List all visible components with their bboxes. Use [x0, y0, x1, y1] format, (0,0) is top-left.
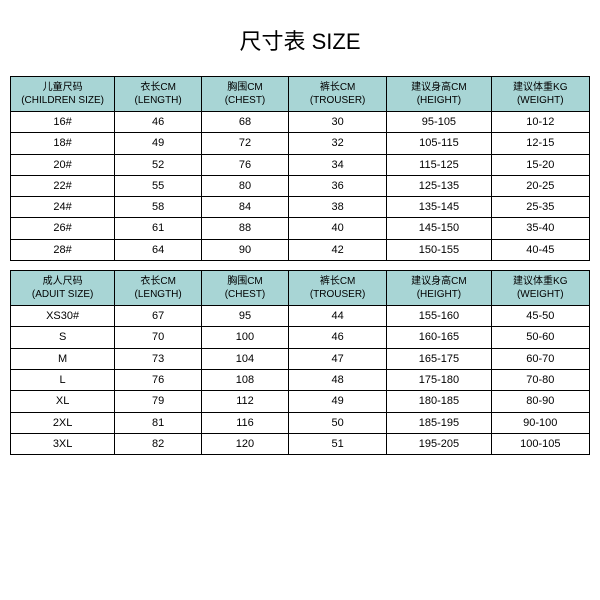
- table-row: 3XL8212051195-205100-105: [11, 433, 590, 454]
- table-row: 22#558036125-13520-25: [11, 175, 590, 196]
- table-row: 2XL8111650185-19590-100: [11, 412, 590, 433]
- adult-header-row: 成人尺码(ADUIT SIZE) 衣长CM(LENGTH) 胸围CM(CHEST…: [11, 271, 590, 306]
- col-adult-size: 成人尺码(ADUIT SIZE): [11, 271, 115, 306]
- col-chest: 胸围CM(CHEST): [202, 77, 289, 112]
- children-body: 16#46683095-10510-12 18#497232105-11512-…: [11, 112, 590, 261]
- table-row: 24#588438135-14525-35: [11, 197, 590, 218]
- table-row: 20#527634115-12515-20: [11, 154, 590, 175]
- table-row: 16#46683095-10510-12: [11, 112, 590, 133]
- table-row: L7610848175-18070-80: [11, 369, 590, 390]
- table-row: M7310447165-17560-70: [11, 348, 590, 369]
- children-size-table: 儿童尺码(CHILDREN SIZE) 衣长CM(LENGTH) 胸围CM(CH…: [10, 76, 590, 455]
- col-length: 衣长CM(LENGTH): [115, 77, 202, 112]
- col-height: 建议身高CM(HEIGHT): [387, 271, 491, 306]
- table-row: 26#618840145-15035-40: [11, 218, 590, 239]
- col-weight: 建议体重KG(WEIGHT): [491, 77, 589, 112]
- col-trouser: 裤长CM(TROUSER): [288, 77, 386, 112]
- table-row: S7010046160-16550-60: [11, 327, 590, 348]
- adult-body: XS30#679544155-16045-50 S7010046160-1655…: [11, 306, 590, 455]
- col-height: 建议身高CM(HEIGHT): [387, 77, 491, 112]
- children-header-row: 儿童尺码(CHILDREN SIZE) 衣长CM(LENGTH) 胸围CM(CH…: [11, 77, 590, 112]
- col-trouser: 裤长CM(TROUSER): [288, 271, 386, 306]
- col-weight: 建议体重KG(WEIGHT): [491, 271, 589, 306]
- section-gap: [11, 261, 590, 271]
- col-children-size: 儿童尺码(CHILDREN SIZE): [11, 77, 115, 112]
- table-row: XS30#679544155-16045-50: [11, 306, 590, 327]
- page-title: 尺寸表 SIZE: [10, 24, 590, 56]
- table-row: 28#649042150-15540-45: [11, 239, 590, 260]
- table-row: XL7911249180-18580-90: [11, 391, 590, 412]
- size-chart-page: 尺寸表 SIZE 儿童尺码(CHILDREN SIZE) 衣长CM(LENGTH…: [0, 0, 600, 600]
- col-chest: 胸围CM(CHEST): [202, 271, 289, 306]
- col-length: 衣长CM(LENGTH): [115, 271, 202, 306]
- table-row: 18#497232105-11512-15: [11, 133, 590, 154]
